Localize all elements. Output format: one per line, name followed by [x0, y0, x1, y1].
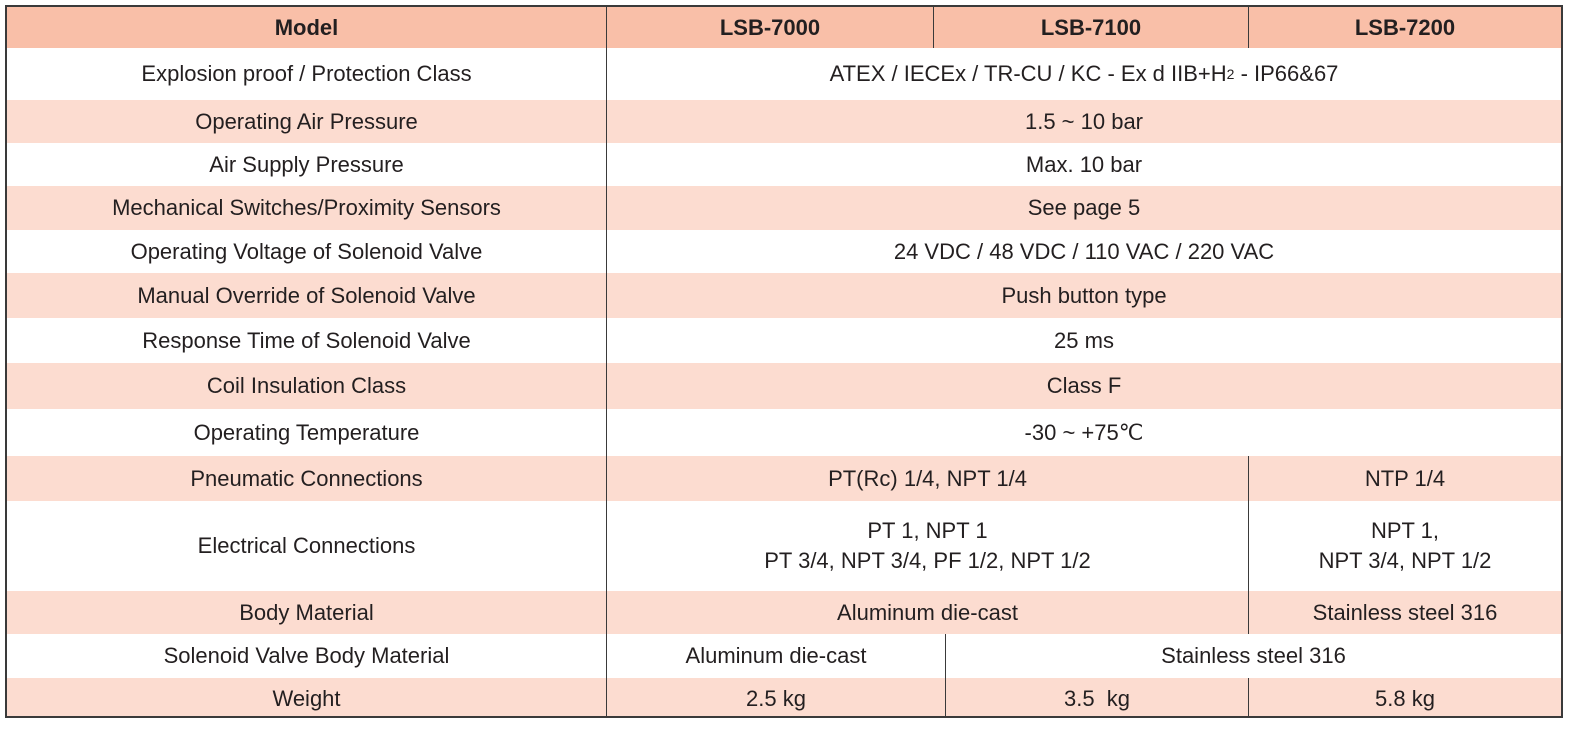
- table-row: Solenoid Valve Body Material Aluminum di…: [7, 634, 1561, 678]
- row-label: Manual Override of Solenoid Valve: [7, 273, 607, 318]
- row-value-lsb-7000: 2.5 kg: [746, 686, 806, 711]
- table-row: Pneumatic Connections PT(Rc) 1/4, NPT 1/…: [7, 456, 1561, 501]
- table-row: Operating Air Pressure 1.5 ~ 10 bar: [7, 100, 1561, 143]
- row-value: -30 ~ +75℃: [1024, 419, 1144, 445]
- row-value-lsb-7100-7200: Stainless steel 316: [945, 634, 1561, 678]
- row-value-lsb-7000: Aluminum die-cast: [685, 643, 867, 668]
- row-label: Response Time of Solenoid Valve: [7, 318, 607, 363]
- row-label: Mechanical Switches/Proximity Sensors: [7, 186, 607, 230]
- row-value-lsb-7000-7100: PT 1, NPT 1 PT 3/4, NPT 3/4, PF 1/2, NPT…: [607, 501, 1248, 591]
- table-row: Operating Temperature -30 ~ +75℃: [7, 409, 1561, 456]
- row-value: 25 ms: [1054, 327, 1114, 353]
- value-line: NPT 3/4, NPT 1/2: [1318, 548, 1492, 573]
- table-row: Body Material Aluminum die-cast Stainles…: [7, 591, 1561, 634]
- row-value: Max. 10 bar: [1025, 151, 1143, 177]
- table-row: Weight 2.5 kg 3.5 kg 5.8 kg: [7, 678, 1561, 716]
- row-value-lsb-7000-7100: PT(Rc) 1/4, NPT 1/4: [828, 465, 1027, 491]
- table-row: Operating Voltage of Solenoid Valve 24 V…: [7, 230, 1561, 273]
- row-label: Body Material: [7, 591, 607, 634]
- row-value: ATEX / IECEx / TR-CU / KC - Ex d IIB+H 2 …: [829, 61, 1339, 86]
- row-label: Explosion proof / Protection Class: [7, 48, 607, 100]
- table-row: Mechanical Switches/Proximity Sensors Se…: [7, 186, 1561, 230]
- header-row: Model LSB-7000 LSB-7100 LSB-7200: [7, 7, 1561, 48]
- row-value-lsb-7200: NTP 1/4: [1248, 456, 1561, 501]
- table-row: Coil Insulation Class Class F: [7, 363, 1561, 409]
- row-label: Electrical Connections: [7, 501, 607, 591]
- row-label: Coil Insulation Class: [7, 363, 607, 409]
- value-line: PT 1, NPT 1: [867, 518, 988, 543]
- table-row: Manual Override of Solenoid Valve Push b…: [7, 273, 1561, 318]
- table-row: Air Supply Pressure Max. 10 bar: [7, 143, 1561, 186]
- value-line: NPT 1,: [1370, 518, 1440, 543]
- row-value: See page 5: [1027, 195, 1141, 220]
- row-value: 24 VDC / 48 VDC / 110 VAC / 220 VAC: [893, 238, 1275, 264]
- header-lsb-7100: LSB-7100: [933, 7, 1248, 48]
- row-value: Push button type: [1001, 282, 1167, 308]
- row-label: Operating Air Pressure: [7, 100, 607, 143]
- header-lsb-7000: LSB-7000: [719, 14, 821, 40]
- spec-table: Model LSB-7000 LSB-7100 LSB-7200 Explosi…: [5, 5, 1563, 718]
- row-value-lsb-7000-7100: Aluminum die-cast: [837, 599, 1018, 625]
- row-label: Operating Temperature: [7, 409, 607, 456]
- row-value-lsb-7200: NPT 1, NPT 3/4, NPT 1/2: [1248, 501, 1561, 591]
- row-label: Weight: [7, 678, 607, 716]
- row-value-lsb-7200: 5.8 kg: [1248, 678, 1561, 716]
- value-line: PT 3/4, NPT 3/4, PF 1/2, NPT 1/2: [764, 548, 1091, 573]
- row-label: Pneumatic Connections: [7, 456, 607, 501]
- row-value: Class F: [1046, 373, 1122, 398]
- header-lsb-7200: LSB-7200: [1248, 7, 1561, 48]
- table-row: Electrical Connections PT 1, NPT 1 PT 3/…: [7, 501, 1561, 591]
- row-value-lsb-7200: Stainless steel 316: [1248, 591, 1561, 634]
- row-value-lsb-7100: 3.5 kg: [945, 678, 1248, 716]
- row-label: Operating Voltage of Solenoid Valve: [7, 230, 607, 273]
- row-label: Solenoid Valve Body Material: [7, 634, 607, 678]
- table-row: Explosion proof / Protection Class ATEX …: [7, 48, 1561, 100]
- table-row: Response Time of Solenoid Valve 25 ms: [7, 318, 1561, 363]
- row-label: Air Supply Pressure: [7, 143, 607, 186]
- header-model: Model: [7, 7, 607, 48]
- row-value: 1.5 ~ 10 bar: [1024, 108, 1144, 134]
